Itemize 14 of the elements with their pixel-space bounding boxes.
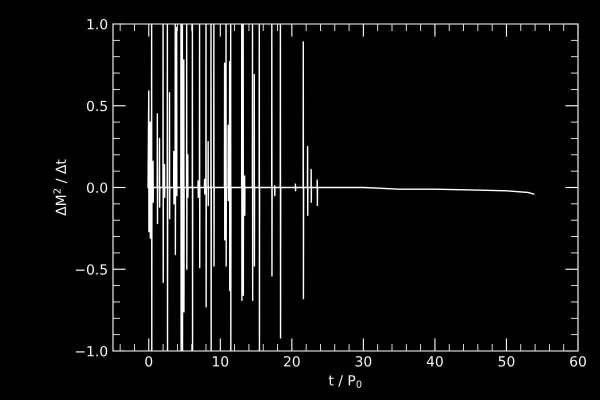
y-tick-label: −0.5 xyxy=(76,264,107,275)
x-axis-title: t / P$_{0}$ xyxy=(328,375,362,388)
x-tick-label: 30 xyxy=(356,356,372,367)
x-tick-label: 20 xyxy=(284,356,300,367)
x-tick-label: 50 xyxy=(498,356,514,367)
y-tick-label: 1.0 xyxy=(88,18,108,30)
y-tick-label: 0.0 xyxy=(86,182,108,193)
y-tick-label: 0.5 xyxy=(86,100,107,112)
x-tick-label: 60 xyxy=(570,356,586,367)
x-tick-label: 0 xyxy=(145,356,152,367)
y-axis-title: ΔM$^{2}$ / Δt xyxy=(53,160,68,216)
x-tick-label: 40 xyxy=(426,356,443,367)
x-tick-label: 10 xyxy=(212,356,228,367)
y-tick-label: −1.0 xyxy=(76,346,108,356)
